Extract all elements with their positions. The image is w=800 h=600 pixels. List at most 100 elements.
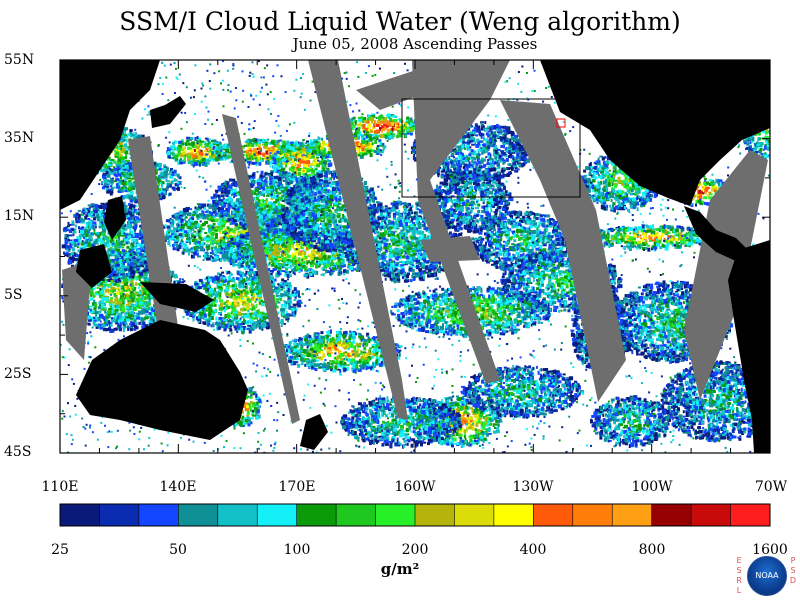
cloud-pixel — [186, 140, 189, 142]
cloud-pixel — [215, 235, 218, 239]
cloud-pixel — [176, 230, 179, 232]
cloud-pixel — [211, 140, 214, 142]
cloud-pixel — [187, 153, 190, 156]
cloud-pixel — [291, 170, 294, 172]
cloud-pixel — [343, 269, 346, 272]
cloud-pixel — [312, 169, 315, 172]
cloud-pixel — [174, 247, 177, 250]
cloud-pixel — [130, 195, 133, 198]
cloud-pixel — [368, 150, 372, 153]
cloud-pixel — [194, 145, 196, 148]
cloud-pixel — [174, 243, 176, 246]
cloud-pixel — [327, 159, 329, 162]
cloud-pixel — [329, 267, 331, 269]
cloud-pixel — [270, 247, 273, 250]
cloud-pixel — [255, 144, 257, 147]
cloud-pixel — [313, 161, 315, 165]
cloud-pixel — [134, 134, 137, 137]
cloud-pixel — [292, 257, 296, 260]
cloud-pixel — [172, 187, 175, 190]
cloud-pixel — [171, 223, 174, 226]
cloud-pixel — [167, 241, 170, 245]
cloud-pixel — [185, 209, 189, 212]
cloud-pixel — [239, 260, 242, 263]
cloud-pixel — [209, 153, 211, 156]
cloud-pixel — [199, 233, 201, 236]
cloud-pixel — [363, 117, 366, 120]
cloud-pixel — [125, 170, 127, 174]
cloud-pixel — [131, 186, 135, 188]
cloud-pixel — [167, 183, 170, 186]
cloud-pixel — [201, 237, 203, 241]
cloud-pixel — [207, 161, 210, 165]
cloud-pixel — [179, 159, 181, 161]
cloud-pixel — [170, 146, 174, 148]
cloud-pixel — [310, 256, 314, 260]
cloud-pixel — [321, 167, 323, 170]
cloud-pixel — [172, 215, 175, 218]
cloud-pixel — [233, 256, 237, 258]
cloud-pixel — [328, 165, 331, 167]
cloud-pixel — [177, 220, 180, 223]
cloud-pixel — [280, 151, 283, 154]
cloud-pixel — [169, 193, 172, 196]
cloud-pixel — [316, 164, 320, 167]
cloud-pixel — [300, 142, 303, 145]
cloud-pixel — [355, 121, 357, 125]
cloud-pixel — [122, 139, 125, 142]
cloud-pixel — [315, 141, 319, 143]
cloud-pixel — [383, 145, 386, 148]
cloud-pixel — [364, 120, 368, 123]
cloud-pixel — [212, 232, 215, 236]
cloud-pixel — [306, 262, 308, 264]
cloud-pixel — [105, 186, 109, 188]
cloud-pixel — [291, 152, 294, 155]
cloud-pixel — [199, 152, 203, 156]
cloud-pixel — [288, 158, 291, 161]
cloud-pixel — [197, 136, 199, 139]
cloud-pixel — [234, 242, 238, 245]
cloud-pixel — [330, 237, 333, 239]
cloud-pixel — [199, 213, 203, 216]
cloud-pixel — [130, 135, 133, 137]
cloud-pixel — [314, 158, 317, 160]
cloud-pixel — [366, 131, 369, 133]
cloud-pixel — [229, 228, 232, 232]
cloud-pixel — [230, 261, 232, 264]
cloud-pixel — [283, 143, 286, 146]
cloud-pixel — [269, 242, 271, 244]
cloud-pixel — [298, 252, 302, 256]
cloud-pixel — [298, 270, 300, 273]
cloud-pixel — [164, 172, 168, 176]
cloud-pixel — [267, 161, 270, 165]
cloud-pixel — [106, 171, 109, 174]
cloud-pixel — [264, 143, 268, 146]
cloud-pixel — [111, 191, 114, 193]
cloud-pixel — [276, 256, 280, 258]
cloud-pixel — [247, 158, 251, 160]
cloud-pixel — [190, 150, 194, 153]
cloud-pixel — [328, 151, 331, 154]
cloud-pixel — [109, 182, 111, 185]
cloud-pixel — [182, 162, 185, 164]
cloud-pixel — [349, 266, 353, 270]
cloud-pixel — [182, 143, 184, 146]
cloud-pixel — [178, 216, 181, 219]
cloud-pixel — [197, 223, 200, 227]
cloud-pixel — [110, 178, 112, 181]
cloud-pixel — [217, 219, 219, 221]
cloud-pixel — [271, 141, 275, 144]
cloud-pixel — [389, 118, 392, 122]
cloud-pixel — [193, 211, 196, 214]
cloud-pixel — [285, 165, 287, 168]
cloud-pixel — [241, 239, 244, 241]
cloud-pixel — [193, 231, 196, 233]
cloud-pixel — [301, 259, 303, 261]
cloud-pixel — [246, 262, 249, 266]
cloud-pixel — [168, 173, 172, 175]
cloud-pixel — [296, 151, 299, 153]
cloud-pixel — [260, 160, 263, 162]
cloud-pixel — [406, 117, 409, 120]
cloud-pixel — [403, 133, 406, 135]
cloud-pixel — [369, 124, 371, 127]
